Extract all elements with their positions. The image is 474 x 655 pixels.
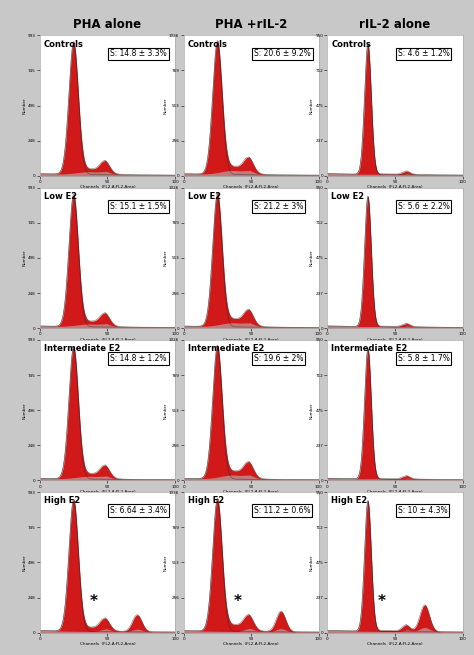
Text: Low E2: Low E2 (188, 192, 221, 201)
Y-axis label: Number: Number (22, 554, 27, 571)
Text: Low E2: Low E2 (331, 192, 365, 201)
X-axis label: Channels  (FL2-A:FL2-Area): Channels (FL2-A:FL2-Area) (80, 185, 135, 189)
Text: S: 14.8 ± 1.2%: S: 14.8 ± 1.2% (110, 354, 167, 363)
Text: S: 6.64 ± 3.4%: S: 6.64 ± 3.4% (110, 506, 167, 515)
Text: Controls: Controls (331, 39, 371, 48)
Text: S: 20.6 ± 9.2%: S: 20.6 ± 9.2% (254, 49, 310, 58)
Text: S: 14.8 ± 3.3%: S: 14.8 ± 3.3% (110, 49, 167, 58)
Text: S: 11.2 ± 0.6%: S: 11.2 ± 0.6% (254, 506, 310, 515)
Y-axis label: Number: Number (310, 98, 314, 114)
Text: High E2: High E2 (44, 496, 80, 506)
Y-axis label: Number: Number (164, 402, 168, 419)
Y-axis label: Number: Number (22, 250, 27, 266)
X-axis label: Channels  (FL2-A:FL2-Area): Channels (FL2-A:FL2-Area) (80, 338, 135, 342)
Y-axis label: Number: Number (164, 98, 168, 114)
Text: Intermediate E2: Intermediate E2 (331, 344, 408, 353)
X-axis label: Channels  (FL2-A:FL2-Area): Channels (FL2-A:FL2-Area) (223, 490, 279, 494)
X-axis label: Channels  (FL2-A:FL2-Area): Channels (FL2-A:FL2-Area) (223, 185, 279, 189)
Y-axis label: Number: Number (164, 554, 168, 571)
Text: S: 21.2 ± 3%: S: 21.2 ± 3% (254, 202, 303, 211)
Text: PHA +rIL-2: PHA +rIL-2 (215, 18, 287, 31)
Text: *: * (90, 594, 98, 609)
Text: Controls: Controls (44, 39, 84, 48)
Y-axis label: Number: Number (310, 250, 314, 266)
Text: Low E2: Low E2 (44, 192, 77, 201)
Text: High E2: High E2 (188, 496, 224, 506)
Text: S: 5.8 ± 1.7%: S: 5.8 ± 1.7% (398, 354, 449, 363)
Text: S: 10 ± 4.3%: S: 10 ± 4.3% (398, 506, 447, 515)
Text: Controls: Controls (188, 39, 228, 48)
Y-axis label: Number: Number (22, 402, 27, 419)
Text: Intermediate E2: Intermediate E2 (188, 344, 264, 353)
X-axis label: Channels  (FL2-A:FL2-Area): Channels (FL2-A:FL2-Area) (367, 490, 423, 494)
X-axis label: Channels  (FL2-A:FL2-Area): Channels (FL2-A:FL2-Area) (80, 490, 135, 494)
Text: S: 19.6 ± 2%: S: 19.6 ± 2% (254, 354, 303, 363)
Text: *: * (234, 594, 242, 609)
X-axis label: Channels  (FL2-A:FL2-Area): Channels (FL2-A:FL2-Area) (80, 643, 135, 646)
X-axis label: Channels  (FL2-A:FL2-Area): Channels (FL2-A:FL2-Area) (223, 338, 279, 342)
X-axis label: Channels  (FL2-A:FL2-Area): Channels (FL2-A:FL2-Area) (223, 643, 279, 646)
Y-axis label: Number: Number (310, 554, 314, 571)
Text: rIL-2 alone: rIL-2 alone (359, 18, 430, 31)
Text: S: 15.1 ± 1.5%: S: 15.1 ± 1.5% (110, 202, 167, 211)
Text: PHA alone: PHA alone (73, 18, 142, 31)
Text: Intermediate E2: Intermediate E2 (44, 344, 120, 353)
Text: High E2: High E2 (331, 496, 368, 506)
Text: S: 4.6 ± 1.2%: S: 4.6 ± 1.2% (398, 49, 449, 58)
X-axis label: Channels  (FL2-A:FL2-Area): Channels (FL2-A:FL2-Area) (367, 643, 423, 646)
Text: S: 5.6 ± 2.2%: S: 5.6 ± 2.2% (398, 202, 449, 211)
X-axis label: Channels  (FL2-A:FL2-Area): Channels (FL2-A:FL2-Area) (367, 185, 423, 189)
Text: *: * (377, 594, 385, 609)
Y-axis label: Number: Number (164, 250, 168, 266)
X-axis label: Channels  (FL2-A:FL2-Area): Channels (FL2-A:FL2-Area) (367, 338, 423, 342)
Y-axis label: Number: Number (310, 402, 314, 419)
Y-axis label: Number: Number (22, 98, 27, 114)
